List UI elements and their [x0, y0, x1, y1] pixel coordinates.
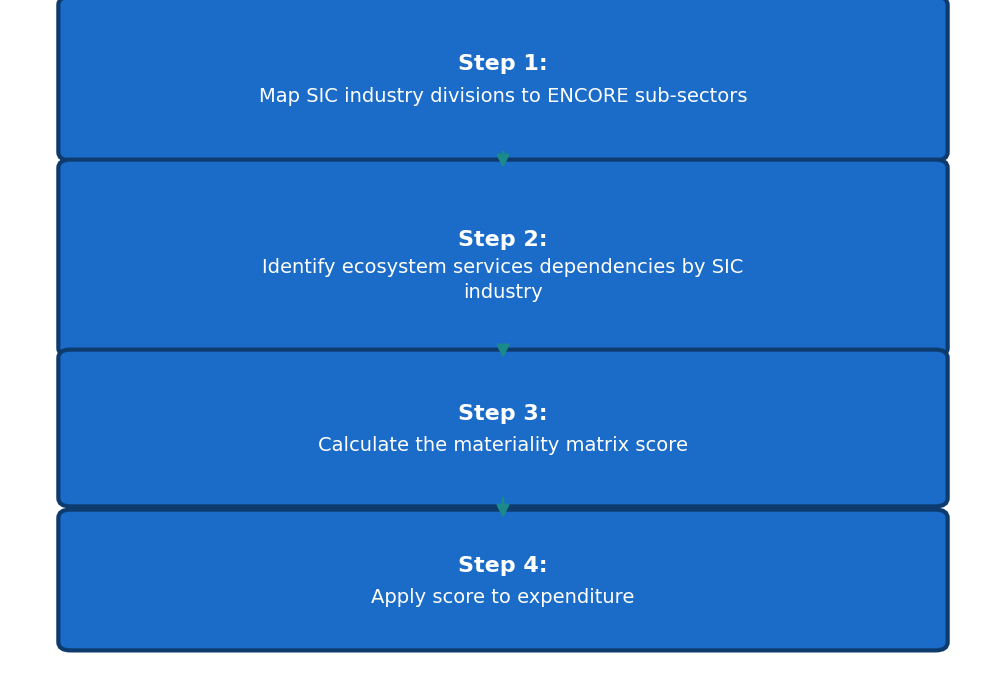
- Text: Apply score to expenditure: Apply score to expenditure: [371, 588, 635, 607]
- Text: Step 4:: Step 4:: [458, 556, 548, 576]
- FancyBboxPatch shape: [58, 0, 948, 160]
- Text: Step 2:: Step 2:: [458, 230, 548, 251]
- FancyBboxPatch shape: [58, 510, 948, 650]
- FancyBboxPatch shape: [58, 160, 948, 356]
- Text: Step 3:: Step 3:: [458, 404, 548, 424]
- Text: Identify ecosystem services dependencies by SIC
industry: Identify ecosystem services dependencies…: [263, 258, 743, 302]
- FancyBboxPatch shape: [58, 349, 948, 506]
- Text: Calculate the materiality matrix score: Calculate the materiality matrix score: [318, 436, 688, 455]
- Text: Step 1:: Step 1:: [458, 55, 548, 74]
- Text: Map SIC industry divisions to ENCORE sub-sectors: Map SIC industry divisions to ENCORE sub…: [259, 87, 747, 106]
